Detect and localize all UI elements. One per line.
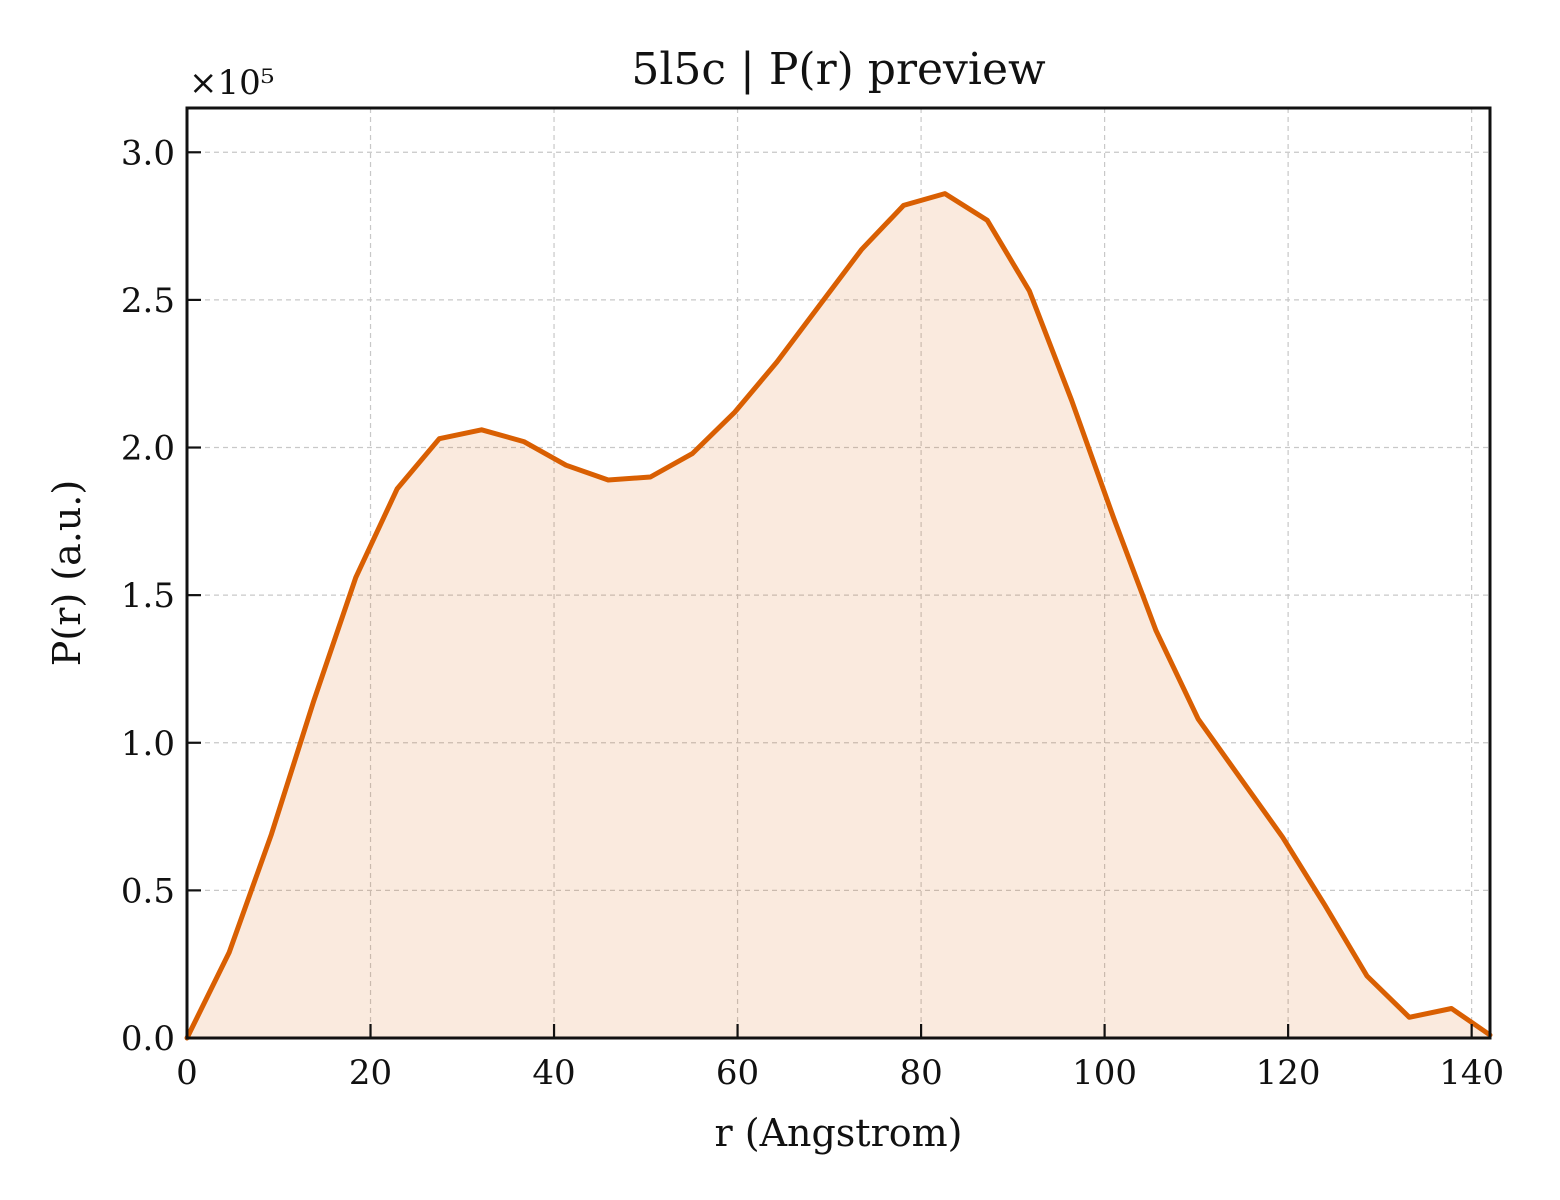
y-tick-label: 0.0 <box>121 1019 175 1059</box>
ticks: 0 20 40 60 80 100 120 140 0.0 0.5 1.0 1.5 2.0 2.5 3.0 <box>121 133 1504 1093</box>
y-tick-label: 2.0 <box>121 429 175 469</box>
y-tick-label: 0.5 <box>121 871 175 911</box>
y-axis-label: P(r) (a.u.) <box>45 480 89 666</box>
x-tick-label: 120 <box>1256 1053 1321 1093</box>
y-tick-label: 1.0 <box>121 724 175 764</box>
x-tick-label: 140 <box>1439 1053 1504 1093</box>
series-line <box>184 191 1493 1041</box>
x-axis-label: r (Angstrom) <box>715 1111 963 1155</box>
y-tick-label: 1.5 <box>121 576 175 616</box>
x-tick-label: 100 <box>1072 1053 1137 1093</box>
series-area-fill <box>187 193 1490 1039</box>
y-tick-label: 2.5 <box>121 281 175 321</box>
y-tick-label: 3.0 <box>121 133 175 173</box>
x-tick-label: 40 <box>532 1053 575 1093</box>
chart-title: 5l5c | P(r) preview <box>631 44 1046 95</box>
plot-frame <box>185 106 1492 1040</box>
x-tick-label: 0 <box>176 1053 198 1093</box>
x-tick-label: 60 <box>716 1053 759 1093</box>
x-tick-label: 20 <box>349 1053 392 1093</box>
y-axis-offset-label: ×10⁵ <box>189 63 274 103</box>
data-layer <box>184 191 1493 1041</box>
x-tick-label: 80 <box>899 1053 942 1093</box>
